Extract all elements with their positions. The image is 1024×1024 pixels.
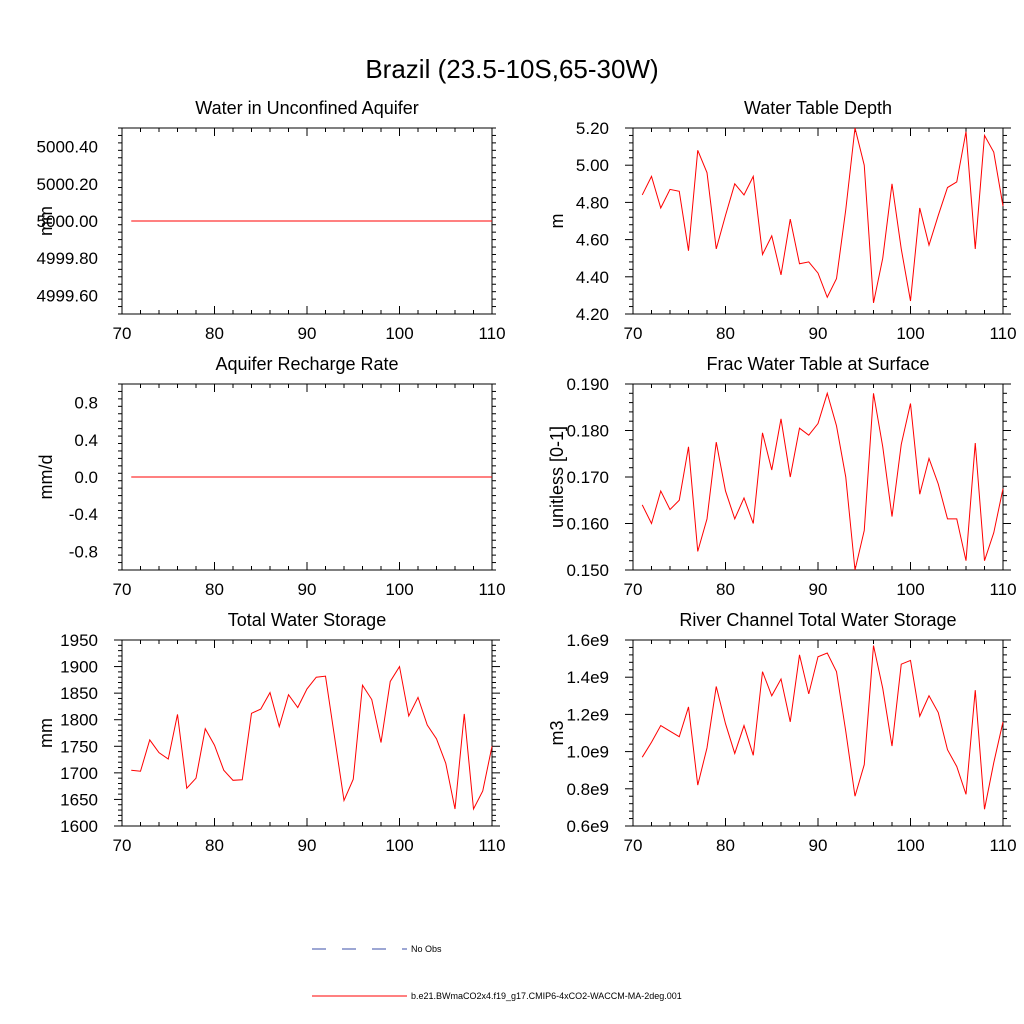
y-tick-label: 5.20 — [576, 119, 609, 138]
y-axis-label: unitless [0-1] — [547, 426, 567, 528]
panel-3: Aquifer Recharge Rate mm/d 70 80 90 100 110 -0.… — [36, 354, 506, 599]
y-axis-label: m3 — [547, 720, 567, 745]
x-tick-label: 110 — [989, 324, 1016, 343]
y-tick-label: 0.4 — [74, 431, 98, 450]
y-axis-label: mm — [36, 206, 56, 236]
x-tick-label: 70 — [113, 836, 132, 855]
panels: Water in Unconfined Aquifer mm 70 80 90 100 11… — [36, 98, 1017, 855]
x-tick-label: 90 — [809, 836, 828, 855]
y-axis-label: mm/d — [36, 455, 56, 500]
y-tick-label: 1750 — [60, 737, 98, 756]
y-tick-label: 4999.80 — [37, 249, 98, 268]
y-tick-label: 4.20 — [576, 305, 609, 324]
panel-title: River Channel Total Water Storage — [679, 610, 956, 630]
x-tick-label: 80 — [205, 836, 224, 855]
panel-1: Water in Unconfined Aquifer mm 70 80 90 100 11… — [36, 98, 506, 343]
y-tick-label: 0.190 — [566, 375, 609, 394]
plot-frame — [632, 127, 1004, 315]
y-tick-label: 4999.60 — [37, 286, 98, 305]
y-tick-label: 0.6e9 — [566, 817, 609, 836]
y-tick-label: 1900 — [60, 658, 98, 677]
panel-5: Total Water Storage mm 70 80 90 100 110 1600 165… — [36, 610, 506, 855]
y-tick-label: 4.60 — [576, 231, 609, 250]
series-line — [641, 127, 1004, 303]
y-tick-label: 5.00 — [576, 156, 609, 175]
panel-title: Aquifer Recharge Rate — [215, 354, 398, 374]
y-tick-label: 1.0e9 — [566, 743, 609, 762]
y-tick-label: 1650 — [60, 790, 98, 809]
y-tick-label: 1950 — [60, 631, 98, 650]
y-tick-label: 0.0 — [74, 468, 98, 487]
x-tick-label: 80 — [716, 836, 735, 855]
x-tick-label: 100 — [896, 836, 924, 855]
panel-4: Frac Water Table at Surface unitless [0-1… — [547, 354, 1017, 599]
series-line — [131, 665, 493, 811]
panel-title: Frac Water Table at Surface — [706, 354, 929, 374]
figure-title: Brazil (23.5-10S,65-30W) — [365, 54, 658, 84]
x-tick-label: 110 — [478, 324, 505, 343]
y-tick-label: 4.40 — [576, 268, 609, 287]
y-tick-label: 1600 — [60, 817, 98, 836]
plot-frame — [632, 639, 1004, 827]
y-tick-label: 4.80 — [576, 193, 609, 212]
x-tick-label: 70 — [624, 324, 643, 343]
panel-2: Water Table Depth m 70 80 90 100 110 4.20 4.40 4.… — [547, 98, 1017, 343]
panel-title: Total Water Storage — [228, 610, 386, 630]
x-tick-label: 70 — [624, 580, 643, 599]
x-tick-label: 100 — [385, 324, 413, 343]
x-tick-label: 90 — [298, 580, 317, 599]
x-tick-label: 80 — [205, 324, 224, 343]
panel-6: River Channel Total Water Storage m3 70 80 9… — [547, 610, 1017, 855]
y-tick-label: -0.8 — [69, 542, 98, 561]
x-tick-label: 80 — [716, 324, 735, 343]
y-tick-label: 0.8 — [74, 394, 98, 413]
x-tick-label: 100 — [385, 836, 413, 855]
x-tick-label: 70 — [113, 324, 132, 343]
x-tick-label: 110 — [478, 580, 505, 599]
y-tick-label: 0.180 — [566, 422, 609, 441]
series-line — [641, 645, 1004, 810]
y-tick-label: 5000.20 — [37, 175, 98, 194]
y-tick-label: 0.170 — [566, 468, 609, 487]
y-tick-label: 5000.40 — [37, 138, 98, 157]
x-tick-label: 90 — [298, 836, 317, 855]
y-tick-label: 0.150 — [566, 561, 609, 580]
panel-title: Water in Unconfined Aquifer — [195, 98, 418, 118]
x-tick-label: 70 — [624, 836, 643, 855]
y-axis-label: m — [547, 214, 567, 229]
plot-frame — [121, 639, 493, 827]
x-tick-label: 80 — [716, 580, 735, 599]
x-tick-label: 110 — [478, 836, 505, 855]
x-tick-label: 90 — [809, 580, 828, 599]
y-tick-label: 1.4e9 — [566, 668, 609, 687]
legend-label-model: b.e21.BWmaCO2x4.f19_g17.CMIP6-4xCO2-WACC… — [411, 991, 682, 1001]
y-tick-label: 1.6e9 — [566, 631, 609, 650]
plot-frame — [632, 383, 1004, 571]
y-tick-label: 1800 — [60, 711, 98, 730]
y-tick-label: 1.2e9 — [566, 705, 609, 724]
x-tick-label: 100 — [896, 580, 924, 599]
x-tick-label: 100 — [896, 324, 924, 343]
y-tick-label: 1700 — [60, 764, 98, 783]
series-line — [641, 391, 1004, 571]
legend-label-no-obs: No Obs — [411, 944, 442, 954]
x-tick-label: 80 — [205, 580, 224, 599]
panel-title: Water Table Depth — [744, 98, 892, 118]
x-tick-label: 90 — [809, 324, 828, 343]
x-tick-label: 100 — [385, 580, 413, 599]
y-axis-label: mm — [36, 718, 56, 748]
x-tick-label: 70 — [113, 580, 132, 599]
x-tick-label: 110 — [989, 580, 1016, 599]
y-tick-label: 0.160 — [566, 515, 609, 534]
y-tick-label: -0.4 — [69, 505, 98, 524]
y-tick-label: 0.8e9 — [566, 780, 609, 799]
x-tick-label: 110 — [989, 836, 1016, 855]
y-tick-label: 1850 — [60, 684, 98, 703]
legend: No Obs b.e21.BWmaCO2x4.f19_g17.CMIP6-4xC… — [312, 944, 682, 1001]
x-tick-label: 90 — [298, 324, 317, 343]
y-tick-label: 5000.00 — [37, 212, 98, 231]
